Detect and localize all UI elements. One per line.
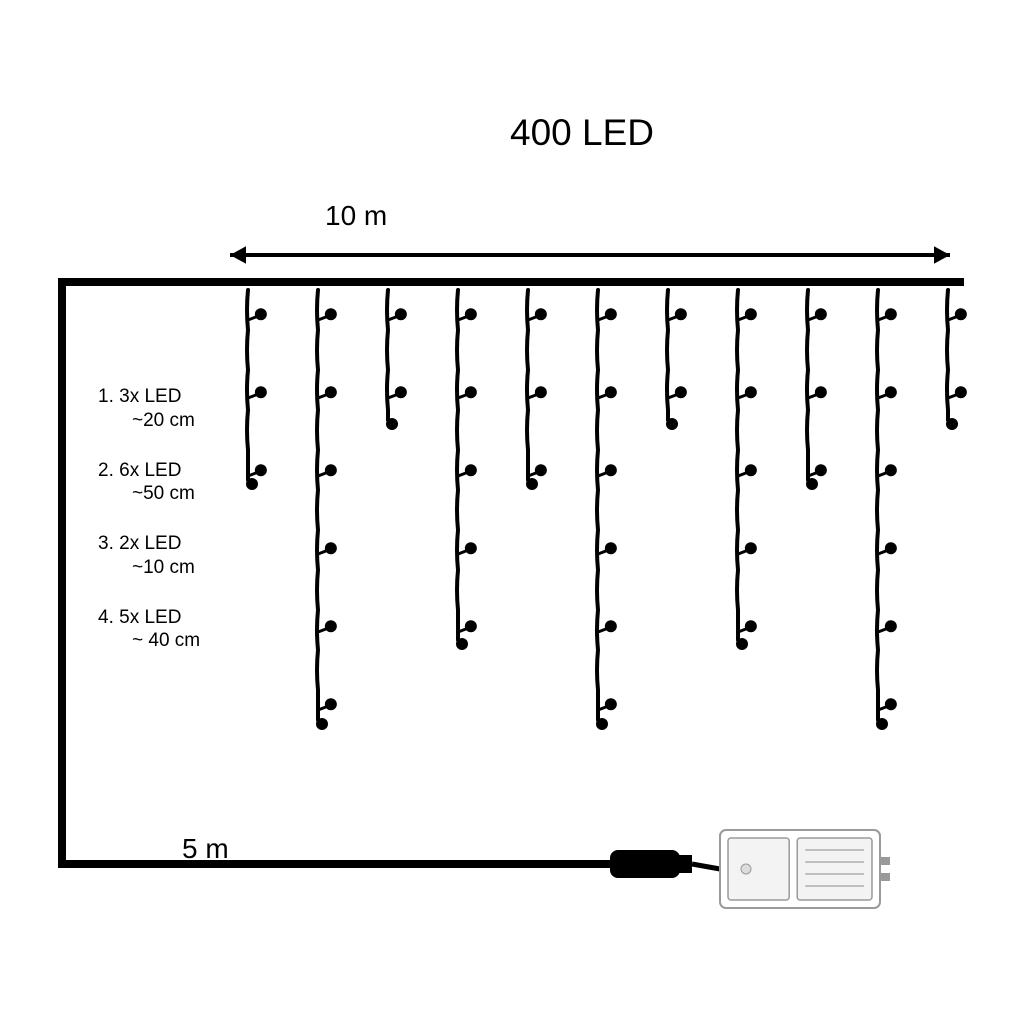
led-curtain-diagram [0,0,1024,1024]
